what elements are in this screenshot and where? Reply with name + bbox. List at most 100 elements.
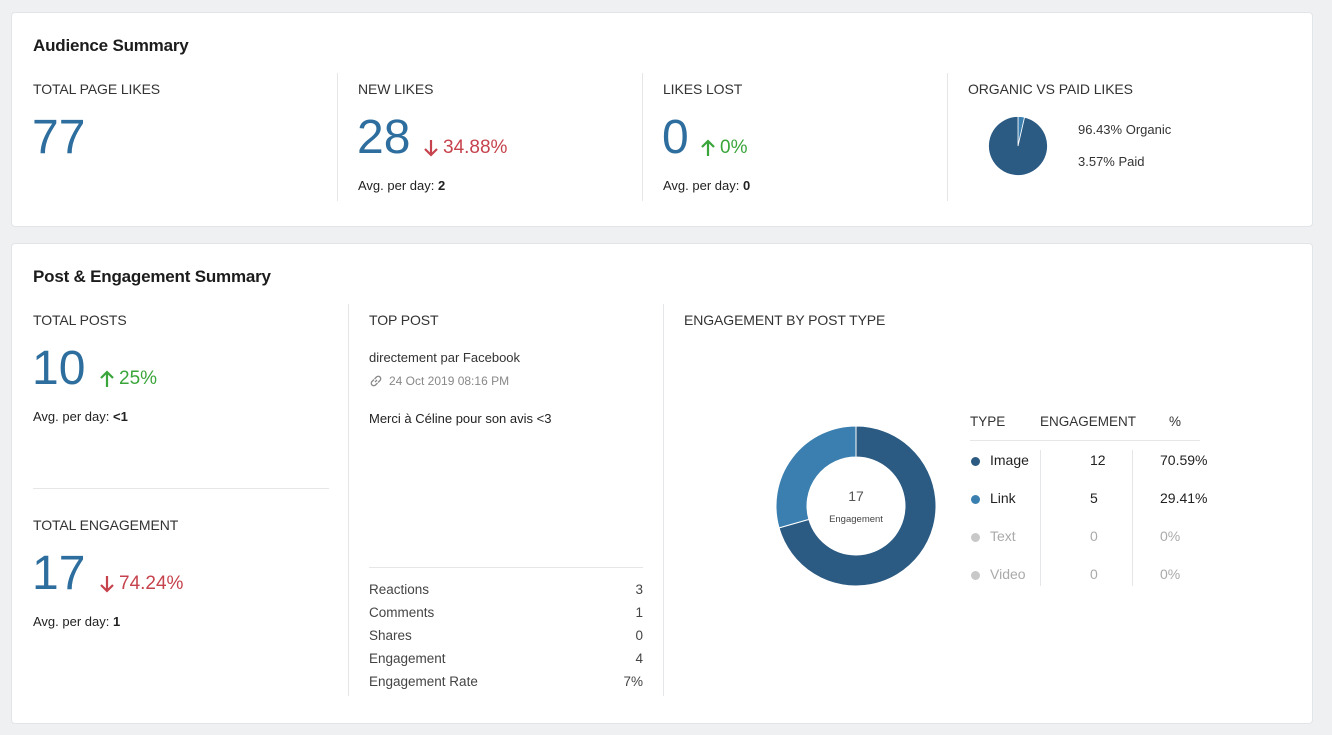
table-header-engagement: ENGAGEMENT xyxy=(1040,414,1137,429)
stat-label: Comments xyxy=(369,605,435,620)
table-row: Image 12 70.59% xyxy=(970,452,1210,472)
stat-label: Engagement Rate xyxy=(369,674,478,689)
top-post-label: TOP POST xyxy=(369,312,439,328)
top-post-date-text: 24 Oct 2019 08:16 PM xyxy=(389,374,510,388)
post-engagement-card: Post & Engagement Summary TOTAL POSTS 10… xyxy=(11,243,1313,724)
table-row: Text 0 0% xyxy=(970,528,1210,548)
avg-label: Avg. per day: xyxy=(358,178,435,193)
organic-vs-paid-label: ORGANIC VS PAID LIKES xyxy=(968,81,1133,97)
table-header-pct: % xyxy=(1169,414,1182,429)
stat-row: Shares 0 xyxy=(369,628,643,643)
pct-cell: 70.59% xyxy=(1160,452,1208,468)
pct-cell: 0% xyxy=(1160,566,1181,582)
paid-percentage: 3.57% Paid xyxy=(1078,154,1145,169)
total-posts-delta: 25% xyxy=(99,368,157,390)
divider xyxy=(663,304,664,696)
new-likes-delta-text: 34.88% xyxy=(443,137,508,158)
divider xyxy=(337,73,338,201)
new-likes-avg: Avg. per day: 2 xyxy=(358,178,445,193)
avg-label: Avg. per day: xyxy=(33,409,110,424)
total-posts-delta-text: 25% xyxy=(119,368,158,389)
table-row: Video 0 0% xyxy=(970,566,1210,586)
arrow-down-icon xyxy=(424,140,438,157)
avg-value: <1 xyxy=(113,409,128,424)
new-likes-label: NEW LIKES xyxy=(358,81,434,97)
pct-cell: 29.41% xyxy=(1160,490,1208,506)
engagement-donut-chart: 17 Engagement xyxy=(775,425,937,587)
type-cell: Text xyxy=(990,528,1016,544)
audience-summary-card: Audience Summary TOTAL PAGE LIKES 77 NEW… xyxy=(11,12,1313,227)
engagement-cell: 0 xyxy=(1090,566,1098,582)
total-engagement-delta-text: 74.24% xyxy=(119,573,184,594)
image-donut-slice[interactable] xyxy=(778,425,937,587)
stat-label: Reactions xyxy=(369,582,430,597)
pct-cell: 0% xyxy=(1160,528,1181,544)
total-page-likes-label: TOTAL PAGE LIKES xyxy=(33,81,161,97)
divider xyxy=(33,488,329,489)
arrow-up-icon xyxy=(100,370,114,387)
type-cell: Link xyxy=(990,490,1016,506)
stat-value: 1 xyxy=(635,605,643,620)
post-engagement-title: Post & Engagement Summary xyxy=(33,267,271,286)
text-legend-dot xyxy=(971,533,980,542)
stat-value: 3 xyxy=(635,582,643,597)
organic-paid-pie-chart xyxy=(988,116,1048,176)
link-donut-slice[interactable] xyxy=(775,425,857,529)
organic-percentage: 96.43% Organic xyxy=(1078,122,1172,137)
link-legend-dot xyxy=(971,495,980,504)
stat-label: Shares xyxy=(369,628,412,643)
total-posts-avg: Avg. per day: <1 xyxy=(33,409,128,424)
engagement-by-type-label: ENGAGEMENT BY POST TYPE xyxy=(684,312,886,328)
top-post-stats: Reactions 3 Comments 1 Shares 0 Engagement 4… xyxy=(369,582,643,697)
divider xyxy=(1040,450,1041,586)
avg-value: 1 xyxy=(113,614,121,629)
arrow-up-icon xyxy=(701,139,715,156)
type-cell: Video xyxy=(990,566,1026,582)
new-likes-value: 28 xyxy=(357,111,411,164)
divider xyxy=(947,73,948,201)
table-header-type: TYPE xyxy=(970,414,1006,429)
avg-label: Avg. per day: xyxy=(33,614,110,629)
avg-label: Avg. per day: xyxy=(663,178,740,193)
stat-row: Engagement Rate 7% xyxy=(369,674,643,689)
stat-value: 4 xyxy=(635,651,643,666)
divider xyxy=(348,304,349,696)
divider xyxy=(1132,450,1133,586)
likes-lost-delta-text: 0% xyxy=(720,137,748,158)
likes-lost-value: 0 xyxy=(662,111,689,164)
type-cell: Image xyxy=(990,452,1029,468)
avg-value: 0 xyxy=(743,178,751,193)
new-likes-delta: 34.88% xyxy=(423,137,507,159)
top-post-date[interactable]: 24 Oct 2019 08:16 PM xyxy=(369,374,509,388)
total-engagement-label: TOTAL ENGAGEMENT xyxy=(33,517,179,533)
image-legend-dot xyxy=(971,457,980,466)
stat-value: 7% xyxy=(623,674,643,689)
likes-lost-avg: Avg. per day: 0 xyxy=(663,178,750,193)
total-engagement-delta: 74.24% xyxy=(99,573,183,595)
stat-label: Engagement xyxy=(369,651,446,666)
stat-value: 0 xyxy=(635,628,643,643)
total-page-likes-value: 77 xyxy=(32,111,86,164)
total-posts-value: 10 xyxy=(32,342,86,395)
total-engagement-value: 17 xyxy=(32,547,86,600)
arrow-down-icon xyxy=(100,576,114,593)
divider xyxy=(970,440,1200,441)
total-engagement-avg: Avg. per day: 1 xyxy=(33,614,120,629)
engagement-cell: 0 xyxy=(1090,528,1098,544)
engagement-cell: 12 xyxy=(1090,452,1106,468)
stat-row: Engagement 4 xyxy=(369,651,643,666)
top-post-source[interactable]: directement par Facebook xyxy=(369,350,521,365)
engagement-by-type-table: TYPE ENGAGEMENT % Image 12 70.59% Link 5… xyxy=(970,414,1220,594)
divider xyxy=(369,567,643,568)
donut-total: 17 xyxy=(848,488,864,504)
donut-caption: Engagement xyxy=(829,514,883,525)
stat-row: Comments 1 xyxy=(369,605,643,620)
stat-row: Reactions 3 xyxy=(369,582,643,597)
divider xyxy=(642,73,643,201)
audience-summary-title: Audience Summary xyxy=(33,36,189,55)
link-icon xyxy=(370,375,382,387)
avg-value: 2 xyxy=(438,178,446,193)
likes-lost-label: LIKES LOST xyxy=(663,81,743,97)
table-row: Link 5 29.41% xyxy=(970,490,1210,510)
total-posts-label: TOTAL POSTS xyxy=(33,312,127,328)
